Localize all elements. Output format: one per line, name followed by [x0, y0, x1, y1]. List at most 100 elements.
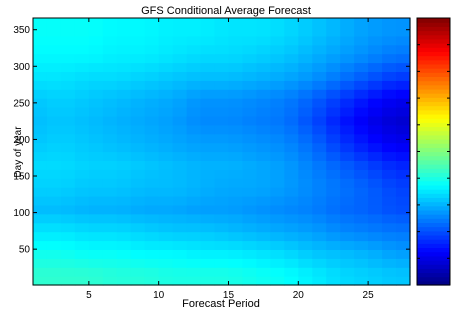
heatmap-cell: [33, 151, 48, 161]
colorbar-ticks: [417, 44, 450, 259]
heatmap-cell: [256, 240, 271, 250]
heatmap-cell: [116, 187, 132, 197]
heatmap-cell: [340, 18, 355, 28]
heatmap-cell: [312, 35, 327, 46]
heatmap-cell: [60, 169, 76, 179]
heatmap-cell: [102, 213, 118, 224]
heatmap-cell: [46, 222, 62, 233]
heatmap-cell: [144, 204, 160, 215]
heatmap-cell: [116, 213, 132, 224]
heatmap-cell: [312, 276, 327, 286]
heatmap-cell: [214, 249, 230, 259]
heatmap-cell: [354, 160, 369, 170]
heatmap-cell: [130, 178, 146, 188]
heatmap-cell: [270, 178, 285, 188]
heatmap-cell: [144, 151, 160, 161]
heatmap-cell: [88, 44, 104, 55]
heatmap-cell: [340, 26, 355, 37]
heatmap-cell: [46, 62, 62, 72]
heatmap-cell: [354, 222, 369, 233]
heatmap-cell: [158, 267, 174, 277]
heatmap-cell: [284, 53, 299, 64]
heatmap-cell: [130, 26, 146, 37]
heatmap-cell: [228, 222, 244, 233]
heatmap-cell: [200, 98, 216, 108]
heatmap-cell: [172, 89, 188, 99]
heatmap-cell: [382, 62, 397, 72]
colorbar-segment: [417, 159, 450, 165]
heatmap-cell: [60, 142, 76, 153]
heatmap-cell: [270, 115, 285, 126]
heatmap-cell: [172, 204, 188, 215]
heatmap-cell: [256, 89, 271, 99]
colorbar-segment: [417, 76, 450, 82]
heatmap-cell: [74, 44, 90, 55]
heatmap-cell: [340, 142, 355, 153]
heatmap-cell: [60, 160, 76, 170]
heatmap-cell: [46, 124, 62, 135]
heatmap-cell: [172, 44, 188, 55]
colorbar-segment: [417, 243, 450, 249]
heatmap-cell: [396, 71, 411, 81]
heatmap-cell: [33, 26, 48, 37]
heatmap-cell: [200, 240, 216, 250]
heatmap-cell: [354, 98, 369, 108]
heatmap-cell: [228, 89, 244, 99]
heatmap-cell: [144, 115, 160, 126]
heatmap-cell: [186, 222, 202, 233]
heatmap-cell: [256, 196, 271, 206]
heatmap-cell: [228, 169, 244, 179]
heatmap-cell: [396, 240, 411, 250]
heatmap-cell: [102, 196, 118, 206]
heatmap-cell: [186, 196, 202, 206]
heatmap-cell: [242, 213, 257, 224]
heatmap-cell: [74, 213, 90, 224]
heatmap-cell: [270, 222, 285, 233]
heatmap-cell: [326, 71, 341, 81]
heatmap-cell: [382, 89, 397, 99]
heatmap-cell: [368, 187, 383, 197]
heatmap-cell: [130, 151, 146, 161]
heatmap-cell: [284, 160, 299, 170]
heatmap-cell: [382, 26, 397, 37]
heatmap-cell: [354, 151, 369, 161]
heatmap-cell: [340, 98, 355, 108]
heatmap-cell: [228, 240, 244, 250]
heatmap-cell: [214, 124, 230, 135]
y-tick-label: 150: [13, 172, 30, 183]
heatmap-cell: [102, 18, 118, 28]
heatmap-cell: [33, 18, 48, 28]
heatmap-cell: [326, 18, 341, 28]
heatmap-cell: [144, 196, 160, 206]
heatmap-cell: [340, 151, 355, 161]
heatmap-cell: [74, 222, 90, 233]
heatmap-cell: [102, 124, 118, 135]
heatmap-cell: [214, 240, 230, 250]
heatmap-cell: [382, 204, 397, 215]
x-axis-ticks: 5 10 15 20 25: [86, 18, 374, 301]
heatmap-cell: [228, 18, 244, 28]
heatmap-cell: [144, 222, 160, 233]
heatmap-cell: [130, 98, 146, 108]
heatmap-cell: [214, 133, 230, 144]
heatmap-cell: [46, 267, 62, 277]
heatmap-cell: [340, 124, 355, 135]
heatmap-cell: [270, 240, 285, 250]
heatmap-cell: [228, 98, 244, 108]
heatmap-cell: [144, 231, 160, 242]
heatmap-cell: [144, 80, 160, 90]
heatmap-cell: [354, 169, 369, 179]
heatmap-cell: [242, 196, 257, 206]
heatmap-cell: [116, 18, 132, 28]
heatmap-cell: [326, 276, 341, 286]
heatmap-cell: [158, 133, 174, 144]
heatmap-cell: [326, 204, 341, 215]
heatmap-cell: [186, 240, 202, 250]
heatmap-cell: [102, 98, 118, 108]
heatmap-cell: [102, 249, 118, 259]
heatmap-cell: [130, 213, 146, 224]
heatmap-cell: [116, 44, 132, 55]
heatmap-cell: [284, 267, 299, 277]
heatmap-cell: [88, 142, 104, 153]
heatmap-cell: [312, 142, 327, 153]
